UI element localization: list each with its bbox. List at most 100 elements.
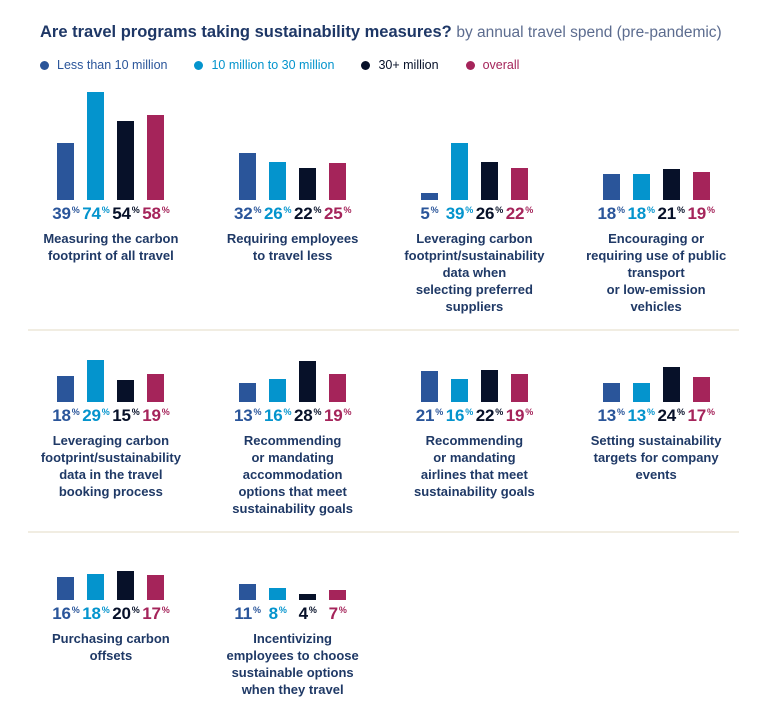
value-slot: 54% [111,204,141,224]
bar-30-plus-million [662,169,680,200]
percent-sign: % [71,605,80,615]
bar-slot [81,574,111,600]
measure-row: 16% 18% 20% 17% Purchasing carbon offsets 11%… [20,533,747,698]
value-slot: 13% [233,406,263,426]
bar-slot [474,370,504,402]
value-slot: 29% [81,406,111,426]
bar-slot [293,168,323,200]
percent-sign: % [706,407,715,417]
bar-less-than-10-million [57,577,75,600]
value-label: 28% [293,406,322,426]
value-number: 5 [420,204,430,223]
percent-sign: % [313,407,322,417]
percent-sign: % [101,605,110,615]
value-slot: 18% [51,406,81,426]
measure-group: 32% 26% 22% 25% Requiring employees to trave… [202,92,384,315]
value-label: 32% [234,204,262,224]
bar-10-million-to-30-million [269,162,287,200]
value-label: 21% [416,406,444,426]
value-slot: 19% [141,406,171,426]
percent-sign: % [278,605,287,615]
value-label: 54% [112,204,140,224]
bar-slot [233,584,263,600]
value-label: 5% [420,204,438,224]
value-slot: 15% [111,406,141,426]
bar-group [51,92,171,200]
legend-item-10-million-to-30-million: 10 million to 30 million [194,58,334,72]
value-label: 4% [299,604,317,624]
measure-group: 21% 16% 22% 19% Recommending or mandating ai… [384,360,566,517]
value-label: 17% [142,604,170,624]
value-slot: 8% [263,604,293,624]
bar-group [596,360,716,402]
value-slot: 4% [293,604,323,624]
bar-slot [111,571,141,600]
percent-sign: % [430,205,439,215]
value-slot: 19% [504,406,534,426]
category-label: Leveraging carbon footprint/sustainabili… [404,231,545,314]
value-slot: 18% [626,204,656,224]
measure-group: 16% 18% 20% 17% Purchasing carbon offsets [20,571,202,698]
bar-overall [510,374,528,402]
value-number: 19 [505,406,525,425]
value-number: 13 [627,406,646,425]
value-label: 16% [52,604,80,624]
value-label: 11% [234,604,261,624]
bar-less-than-10-million [239,383,257,402]
bar-30-plus-million [117,121,135,200]
bar-slot [293,361,323,402]
category-label: Requiring employees to travel less [226,231,359,263]
percent-sign: % [101,205,110,215]
value-number: 39 [52,204,71,223]
measure-group: 5% 39% 26% 22% Leveraging carbon footprint/s… [384,92,566,315]
value-number: 39 [445,204,465,223]
percent-sign: % [313,205,322,215]
percent-sign: % [253,605,261,615]
legend-label: overall [482,58,520,72]
bar-slot [233,153,263,200]
value-number: 29 [82,406,101,425]
value-label: 7% [329,604,347,624]
value-label: 13% [597,406,625,426]
value-labels: 13% 16% 28% 19% [233,406,353,426]
value-label: 20% [112,604,140,624]
legend-dot-less-than-10-million [40,60,49,70]
percent-sign: % [161,205,170,215]
value-number: 28 [293,406,313,425]
value-label: 19% [687,204,715,224]
value-number: 8 [268,604,278,623]
percent-sign: % [706,205,715,215]
bar-10-million-to-30-million [87,92,105,200]
bar-less-than-10-million [57,143,75,200]
percent-sign: % [646,205,655,215]
legend-dot-30-plus-million [361,60,371,70]
bar-slot [686,377,716,402]
value-label: 39% [445,204,474,224]
value-number: 13 [597,406,616,425]
value-number: 15 [112,406,131,425]
bar-slot [444,379,474,402]
bar-slot [474,162,504,200]
category-label: Leveraging carbon footprint/sustainabili… [40,433,181,499]
bar-overall [692,377,710,402]
value-slot: 18% [596,204,626,224]
bar-10-million-to-30-million [450,143,468,200]
bar-slot [414,193,444,200]
value-number: 7 [328,604,338,623]
percent-sign: % [495,407,504,417]
bar-slot [81,92,111,200]
bar-overall [147,575,165,600]
value-label: 21% [657,204,685,224]
value-labels: 18% 29% 15% 19% [51,406,171,426]
measure-group: 39% 74% 54% 58% Measuring the carbon footpri… [20,92,202,315]
value-number: 18 [627,204,646,223]
bar-slot [141,115,171,200]
value-slot: 28% [293,406,323,426]
value-labels: 11% 8% 4% 7% [233,604,353,624]
value-slot: 39% [444,204,474,224]
value-slot: 25% [323,204,353,224]
bar-overall [692,172,710,200]
percent-sign: % [71,205,80,215]
value-slot: 20% [111,604,141,624]
value-label: 74% [82,204,110,224]
